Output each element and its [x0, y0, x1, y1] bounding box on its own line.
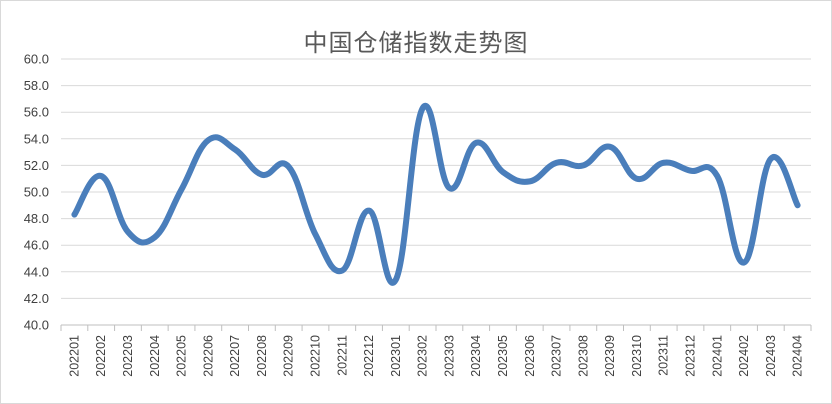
x-tick-label: 202303	[442, 335, 456, 377]
x-tick-label: 202208	[255, 335, 269, 377]
y-tick-label: 52.0	[24, 158, 49, 173]
x-tick-label: 202209	[282, 335, 296, 377]
y-tick-label: 40.0	[24, 318, 49, 333]
y-tick-label: 58.0	[24, 78, 49, 93]
x-axis	[60, 324, 812, 331]
x-tick-label: 202205	[175, 335, 189, 377]
x-tick-label: 202403	[764, 335, 778, 377]
x-tick-label: 202310	[630, 335, 644, 377]
series-line	[71, 102, 801, 286]
x-tick-label: 202307	[550, 335, 564, 377]
x-tick-label: 202402	[737, 335, 751, 377]
y-tick-label: 56.0	[24, 105, 49, 120]
y-tick-labels: 40.0 42.0 44.0 46.0 48.0 50.0 52.0 54.0 56.0 58.0…	[24, 52, 49, 333]
gridlines	[61, 58, 811, 299]
x-tick-label: 202302	[416, 335, 430, 377]
x-tick-label: 202301	[389, 335, 403, 377]
y-tick-label: 60.0	[24, 52, 49, 67]
x-tick-label: 202207	[228, 335, 242, 377]
x-tick-label: 202305	[496, 335, 510, 377]
x-tick-label: 202212	[362, 335, 376, 377]
y-tick-label: 54.0	[24, 131, 49, 146]
y-tick-label: 50.0	[24, 185, 49, 200]
x-tick-label: 202206	[201, 335, 215, 377]
x-tick-label: 202311	[657, 335, 671, 376]
x-tick-label: 202203	[121, 335, 135, 377]
x-tick-label: 202306	[523, 335, 537, 377]
x-tick-label: 202204	[148, 335, 162, 377]
x-tick-label: 202312	[683, 335, 697, 377]
x-tick-labels: 202201 202202 202203 202204 202205 202206 2022…	[67, 335, 804, 377]
x-tick-label: 202210	[308, 335, 322, 377]
x-tick-label: 202202	[94, 335, 108, 377]
y-tick-label: 42.0	[24, 291, 49, 306]
series-line-group	[71, 102, 801, 286]
y-tick-label: 48.0	[24, 211, 49, 226]
y-tick-label: 44.0	[24, 264, 49, 279]
y-tick-label: 46.0	[24, 238, 49, 253]
x-tick-label: 202401	[710, 335, 724, 377]
x-tick-label: 202211	[335, 335, 349, 376]
x-tick-label: 202201	[67, 335, 81, 377]
x-tick-label: 202404	[791, 335, 805, 377]
chart-title: 中国仓储指数走势图	[303, 29, 529, 57]
x-tick-label: 202308	[576, 335, 590, 377]
x-tick-label: 202304	[469, 335, 483, 377]
x-tick-label: 202309	[603, 335, 617, 377]
